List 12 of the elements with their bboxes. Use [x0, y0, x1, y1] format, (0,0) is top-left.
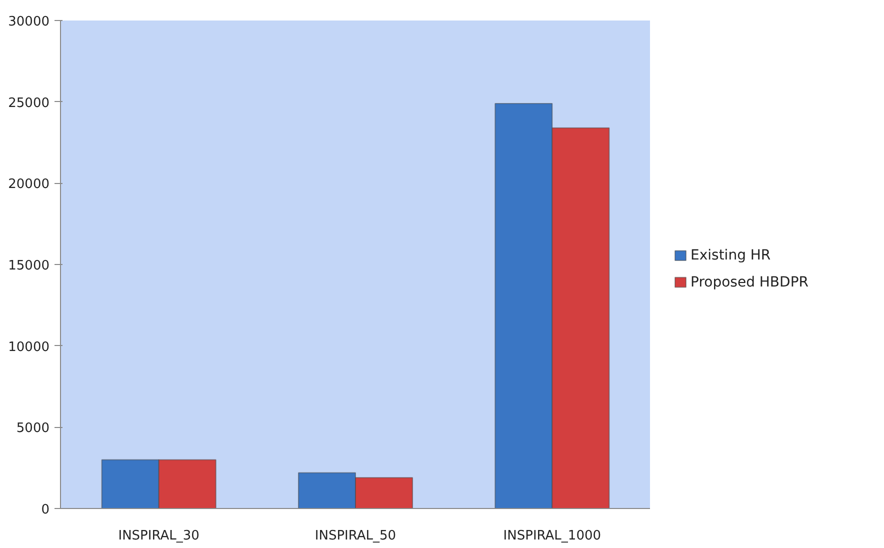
y-tick-label: 30000: [8, 14, 50, 30]
y-tick-label: 5000: [16, 421, 50, 436]
legend-label: Existing HR: [690, 248, 771, 264]
x-tick-label: INSPIRAL_30: [118, 528, 200, 544]
legend-label: Proposed HBDPR: [690, 274, 809, 290]
x-tick-label: INSPIRAL_1000: [503, 528, 602, 544]
y-tick-label: 20000: [8, 177, 50, 192]
y-tick-label: 15000: [8, 258, 50, 274]
y-tick-label: 25000: [8, 96, 50, 111]
x-tick-label: INSPIRAL_50: [314, 528, 396, 544]
y-tick-label: 0: [41, 502, 50, 518]
y-tick-label: 10000: [8, 340, 50, 355]
